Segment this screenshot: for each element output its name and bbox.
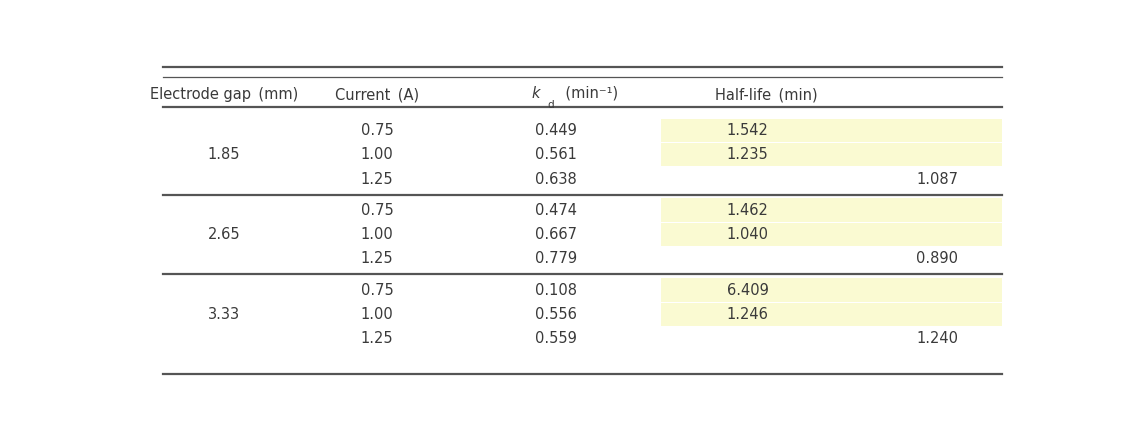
- Text: 1.25: 1.25: [361, 251, 394, 266]
- Bar: [661, 143, 1002, 166]
- Text: 0.75: 0.75: [361, 283, 394, 298]
- Text: 1.00: 1.00: [361, 307, 394, 322]
- Text: Current (A): Current (A): [335, 87, 420, 102]
- Bar: [661, 198, 1002, 222]
- Text: d: d: [547, 100, 554, 110]
- Text: 1.25: 1.25: [361, 331, 394, 346]
- Text: 1.246: 1.246: [726, 307, 768, 322]
- Text: 0.561: 0.561: [536, 147, 578, 162]
- Text: 1.235: 1.235: [726, 147, 768, 162]
- Text: 0.75: 0.75: [361, 123, 394, 138]
- Text: 0.75: 0.75: [361, 203, 394, 217]
- Text: 1.462: 1.462: [726, 203, 768, 217]
- Text: 0.667: 0.667: [536, 227, 578, 242]
- Text: 0.108: 0.108: [536, 283, 578, 298]
- Bar: [661, 302, 1002, 326]
- Text: 0.779: 0.779: [535, 251, 578, 266]
- Text: 1.087: 1.087: [916, 171, 959, 187]
- Text: 0.474: 0.474: [536, 203, 578, 217]
- Text: 6.409: 6.409: [726, 283, 768, 298]
- Text: 1.542: 1.542: [726, 123, 768, 138]
- Text: 1.00: 1.00: [361, 147, 394, 162]
- Bar: [661, 118, 1002, 142]
- Text: k: k: [531, 85, 540, 101]
- Text: 0.638: 0.638: [536, 171, 578, 187]
- Text: 1.040: 1.040: [726, 227, 768, 242]
- Text: 0.556: 0.556: [536, 307, 578, 322]
- Text: 0.559: 0.559: [536, 331, 578, 346]
- Bar: [661, 278, 1002, 302]
- Text: Electrode gap (mm): Electrode gap (mm): [150, 87, 298, 102]
- Bar: [661, 223, 1002, 246]
- Text: 1.240: 1.240: [916, 331, 959, 346]
- Text: 1.25: 1.25: [361, 171, 394, 187]
- Text: 1.00: 1.00: [361, 227, 394, 242]
- Text: 0.890: 0.890: [916, 251, 959, 266]
- Text: 3.33: 3.33: [208, 307, 240, 322]
- Text: 0.449: 0.449: [536, 123, 578, 138]
- Text: 1.85: 1.85: [208, 147, 240, 162]
- Text: (min⁻¹): (min⁻¹): [558, 85, 618, 101]
- Text: 2.65: 2.65: [208, 227, 240, 242]
- Text: Half-life (min): Half-life (min): [715, 87, 818, 102]
